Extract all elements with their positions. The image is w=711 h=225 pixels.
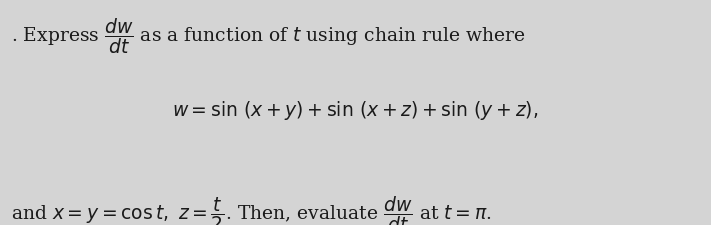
- Text: . Express $\dfrac{dw}{dt}$ as a function of $t$ using chain rule where: . Express $\dfrac{dw}{dt}$ as a function…: [11, 16, 525, 55]
- Text: $w = \sin\,(x + y) + \sin\,(x + z) + \sin\,(y + z),$: $w = \sin\,(x + y) + \sin\,(x + z) + \si…: [172, 99, 539, 122]
- Text: and $x = y = \cos t,\ z = \dfrac{t}{2}$. Then, evaluate $\dfrac{dw}{dt}$ at $t =: and $x = y = \cos t,\ z = \dfrac{t}{2}$.…: [11, 194, 491, 225]
